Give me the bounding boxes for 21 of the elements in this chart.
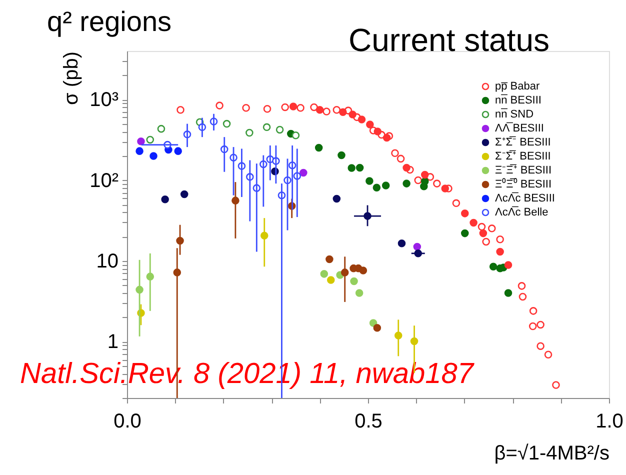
y-tick-label: 10² (90, 170, 119, 192)
x-tick-label: 1.0 (596, 410, 624, 432)
x-axis-title: β=√1-4MB²/s (494, 442, 610, 464)
x-tick-label: 0.5 (354, 410, 382, 432)
legend-label: Σ⁺Σ̅⁻ BESIII (495, 136, 551, 148)
legend-label: ΛΛ̅ BESIII (495, 122, 544, 134)
legend-label: Ξ⁰Ξ̅⁰ BESIII (495, 178, 552, 190)
legend-label: Ξ⁻Ξ̅⁺ BESIII (495, 164, 552, 176)
y-tick-label: 10³ (90, 89, 119, 112)
chart-title: q² regions (47, 6, 172, 37)
legend-label: ΛcΛ̅c BESIII (495, 192, 555, 204)
legend-label: nn̅ SND (495, 108, 534, 120)
y-tick-label: 1 (107, 331, 118, 354)
y-axis-title: σ (pb) (60, 52, 83, 105)
annotation: Current status (348, 22, 550, 58)
legend-label: Σ⁻Σ̅⁺ BESIII (495, 150, 551, 162)
legend-label: nn̅ BESIII (495, 94, 542, 106)
y-tick-label: 10 (96, 250, 118, 272)
legend-label: pp̅ Babar (495, 80, 540, 92)
legend-label: ΛcΛ̅c Belle (495, 206, 548, 218)
x-tick-label: 0.0 (114, 410, 142, 432)
